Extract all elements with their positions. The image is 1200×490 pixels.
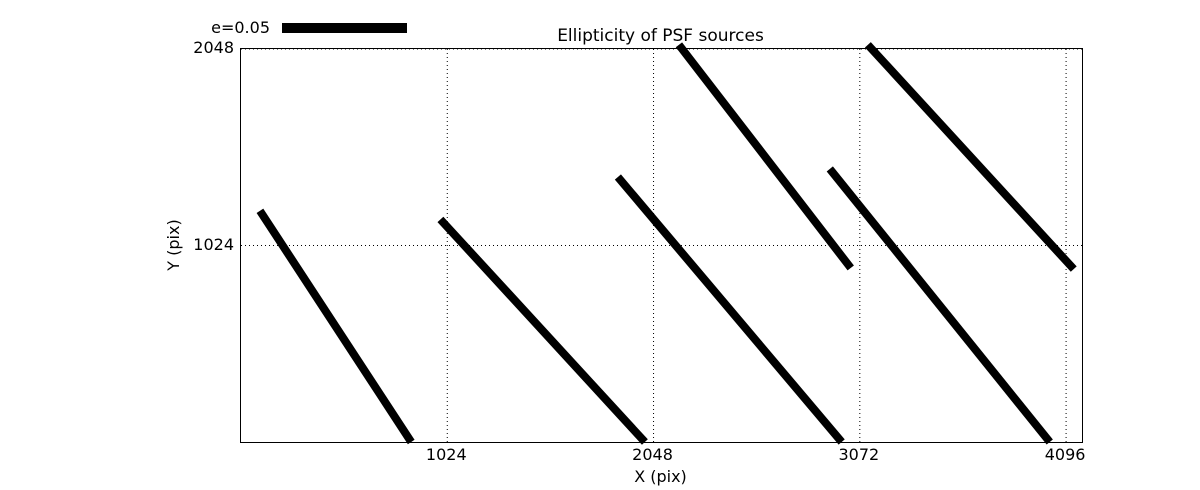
y-tick-label: 2048 — [193, 38, 234, 57]
x-tick-label: 3072 — [838, 445, 880, 464]
whisker-line — [675, 42, 854, 271]
whisker-line — [864, 42, 1077, 272]
whisker-line — [826, 166, 1053, 445]
x-tick-label: 4096 — [1044, 445, 1086, 464]
plot-canvas — [241, 42, 1082, 445]
x-tick-label: 2048 — [632, 445, 673, 464]
legend-sample-bar — [282, 23, 407, 33]
legend-label: e=0.05 — [211, 18, 270, 37]
plot-area — [240, 42, 1083, 445]
whisker-line — [256, 208, 415, 445]
chart-title: Ellipticity of PSF sources — [557, 26, 764, 46]
y-tick-label: 1024 — [193, 234, 234, 254]
whisker-line — [437, 216, 648, 445]
whisker-line — [614, 174, 845, 445]
x-axis-label: X (pix) — [634, 467, 687, 486]
x-tick-label: 1024 — [425, 445, 467, 464]
